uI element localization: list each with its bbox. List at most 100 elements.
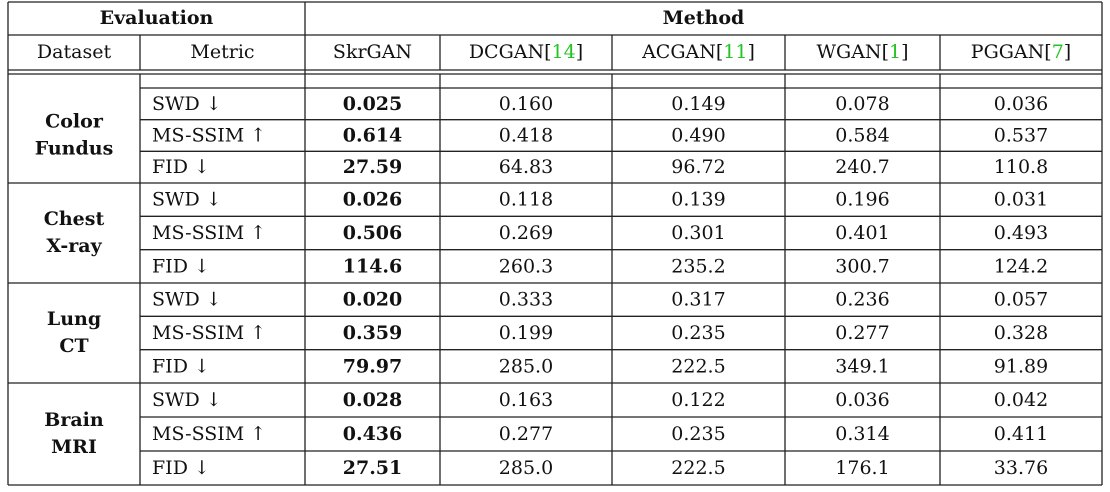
value-cell: 0.277 — [835, 322, 889, 344]
citation: 7 — [1052, 41, 1064, 63]
value-cell: 0.031 — [994, 189, 1048, 211]
value-cell: 124.2 — [994, 255, 1048, 277]
value-cell: 285.0 — [499, 457, 553, 479]
value-cell: 0.025 — [343, 93, 403, 115]
bracket: ] — [1064, 41, 1071, 63]
value-cell: 0.078 — [835, 93, 889, 115]
bracket: ] — [747, 41, 754, 63]
value-cell: 0.493 — [994, 222, 1048, 244]
value-cell: 235.2 — [671, 255, 725, 277]
bracket: [ — [1044, 41, 1051, 63]
value-cell: 114.6 — [343, 255, 403, 277]
value-cell: 0.333 — [499, 289, 553, 311]
column-header: PGGAN[7] — [971, 41, 1071, 63]
citation: 11 — [723, 41, 747, 63]
value-cell: 349.1 — [835, 355, 889, 377]
column-header: SkrGAN — [333, 41, 412, 63]
value-cell: 300.7 — [835, 255, 889, 277]
value-cell: 176.1 — [835, 457, 889, 479]
bracket: ] — [901, 41, 908, 63]
value-cell: 0.163 — [499, 389, 553, 411]
value-cell: 0.036 — [994, 93, 1048, 115]
value-cell: 0.506 — [343, 222, 403, 244]
value-cell: 0.020 — [343, 289, 403, 311]
column-name: SkrGAN — [333, 41, 412, 63]
citation: 14 — [552, 41, 576, 63]
column-name: Metric — [190, 41, 254, 63]
dataset-label: Chest — [44, 208, 105, 230]
column-header: DCGAN[14] — [469, 41, 583, 63]
metric-label: FID ↓ — [152, 457, 210, 479]
value-cell: 240.7 — [835, 156, 889, 178]
value-cell: 0.118 — [499, 189, 553, 211]
value-cell: 0.269 — [499, 222, 553, 244]
citation: 1 — [889, 41, 901, 63]
value-cell: 0.359 — [343, 322, 403, 344]
value-cell: 110.8 — [994, 156, 1048, 178]
value-cell: 27.51 — [343, 457, 403, 479]
value-cell: 27.59 — [343, 156, 403, 178]
metric-label: SWD ↓ — [152, 93, 222, 115]
value-cell: 96.72 — [671, 156, 725, 178]
metric-label: MS-SSIM ↑ — [152, 125, 266, 147]
dataset-label: Lung — [47, 308, 101, 330]
metric-label: FID ↓ — [152, 355, 210, 377]
column-header: WGAN[1] — [817, 41, 909, 63]
value-cell: 0.236 — [835, 289, 889, 311]
value-cell: 0.537 — [994, 125, 1048, 147]
metric-label: FID ↓ — [152, 255, 210, 277]
value-cell: 0.235 — [671, 322, 725, 344]
column-name: ACGAN — [641, 41, 716, 63]
value-cell: 0.235 — [671, 423, 725, 445]
value-cell: 0.401 — [835, 222, 889, 244]
value-cell: 0.196 — [835, 189, 889, 211]
group-header: Method — [663, 7, 745, 29]
value-cell: 0.314 — [835, 423, 889, 445]
value-cell: 0.026 — [343, 189, 403, 211]
value-cell: 0.418 — [499, 125, 553, 147]
dataset-label: Color — [45, 111, 104, 133]
bracket: [ — [544, 41, 551, 63]
value-cell: 64.83 — [499, 156, 553, 178]
value-cell: 0.149 — [671, 93, 725, 115]
value-cell: 0.057 — [994, 289, 1048, 311]
value-cell: 91.89 — [994, 355, 1048, 377]
value-cell: 0.036 — [835, 389, 889, 411]
group-header: Evaluation — [100, 7, 214, 29]
value-cell: 0.199 — [499, 322, 553, 344]
metric-label: MS-SSIM ↑ — [152, 222, 266, 244]
column-name: PGGAN — [971, 41, 1045, 63]
value-cell: 0.490 — [671, 125, 725, 147]
value-cell: 0.028 — [343, 389, 403, 411]
value-cell: 260.3 — [499, 255, 553, 277]
metric-label: MS-SSIM ↑ — [152, 322, 266, 344]
column-header: Dataset — [37, 41, 112, 63]
value-cell: 222.5 — [671, 457, 725, 479]
value-cell: 0.614 — [343, 125, 403, 147]
metric-label: MS-SSIM ↑ — [152, 423, 266, 445]
value-cell: 0.301 — [671, 222, 725, 244]
metric-label: FID ↓ — [152, 156, 210, 178]
dataset-label: Brain — [44, 409, 104, 431]
metric-label: SWD ↓ — [152, 289, 222, 311]
bracket: ] — [576, 41, 583, 63]
value-cell: 0.277 — [499, 423, 553, 445]
value-cell: 0.328 — [994, 322, 1048, 344]
dataset-label: Fundus — [35, 138, 114, 160]
metric-label: SWD ↓ — [152, 389, 222, 411]
value-cell: 0.160 — [499, 93, 553, 115]
dataset-label: CT — [59, 335, 88, 357]
value-cell: 0.042 — [994, 389, 1048, 411]
dataset-label: X-ray — [46, 235, 102, 257]
value-cell: 222.5 — [671, 355, 725, 377]
value-cell: 285.0 — [499, 355, 553, 377]
column-name: DCGAN — [469, 41, 544, 63]
bracket: [ — [882, 41, 889, 63]
value-cell: 79.97 — [343, 355, 403, 377]
value-cell: 0.584 — [835, 125, 889, 147]
column-header: Metric — [190, 41, 254, 63]
value-cell: 0.436 — [343, 423, 403, 445]
value-cell: 0.411 — [994, 423, 1048, 445]
column-name: WGAN — [817, 41, 882, 63]
